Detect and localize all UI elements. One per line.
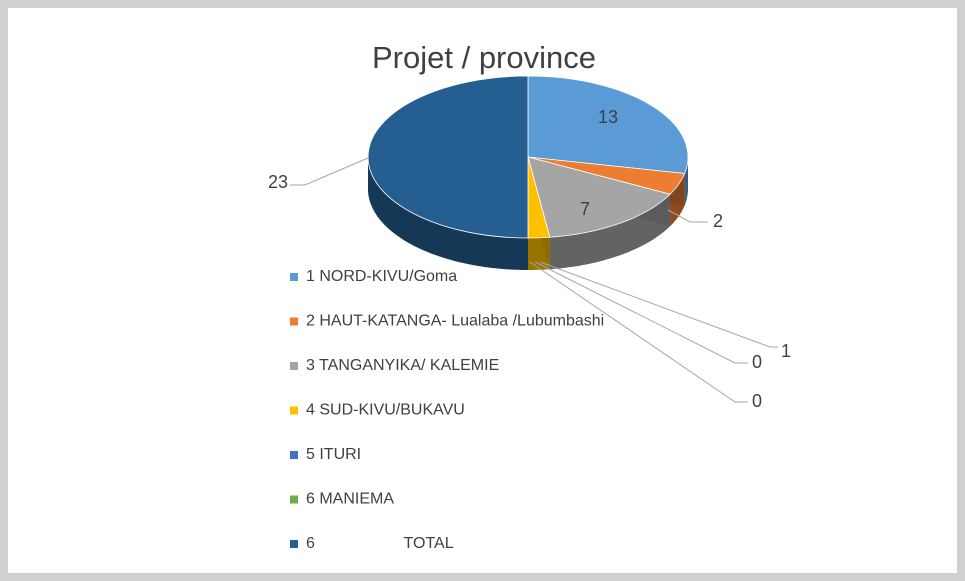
slice-side <box>368 157 528 270</box>
legend-swatch <box>290 540 298 548</box>
data-label: 0 <box>752 352 762 372</box>
legend-label: 6 TOTAL <box>306 535 454 552</box>
legend-label: 6 MANIEMA <box>306 491 394 508</box>
legend-swatch <box>290 406 298 415</box>
data-label: 0 <box>752 391 762 411</box>
legend-swatch <box>290 451 298 459</box>
leader-line <box>290 157 369 186</box>
data-label: 1 <box>781 341 791 361</box>
legend-swatch <box>290 317 298 326</box>
legend-label: 4 SUD-KIVU/BUKAVU <box>306 402 465 419</box>
legend-swatch <box>290 362 298 370</box>
leader-line <box>534 261 748 364</box>
data-label: 2 <box>713 211 723 231</box>
legend-label: 3 TANGANYIKA/ KALEMIE <box>306 357 499 374</box>
leader-line <box>667 209 708 223</box>
data-label: 7 <box>580 199 590 219</box>
chart-title: Projet / province <box>372 40 596 75</box>
legend-label: 5 ITURI <box>306 446 361 463</box>
data-label: 13 <box>598 107 618 127</box>
legend-swatch <box>290 273 298 281</box>
slice <box>527 156 671 238</box>
slice-side <box>549 194 671 270</box>
leader-line <box>529 261 748 403</box>
slice <box>367 75 529 239</box>
legend-label: 2 HAUT-KATANGA- Lualaba /Lubumbashi <box>306 313 604 330</box>
legend-swatch <box>290 495 298 504</box>
slice <box>527 75 689 174</box>
legend-label: 1 NORD-KIVU/Goma <box>306 268 457 285</box>
slice-side <box>684 157 688 206</box>
leader-line <box>539 261 778 348</box>
data-label: 23 <box>268 172 288 192</box>
